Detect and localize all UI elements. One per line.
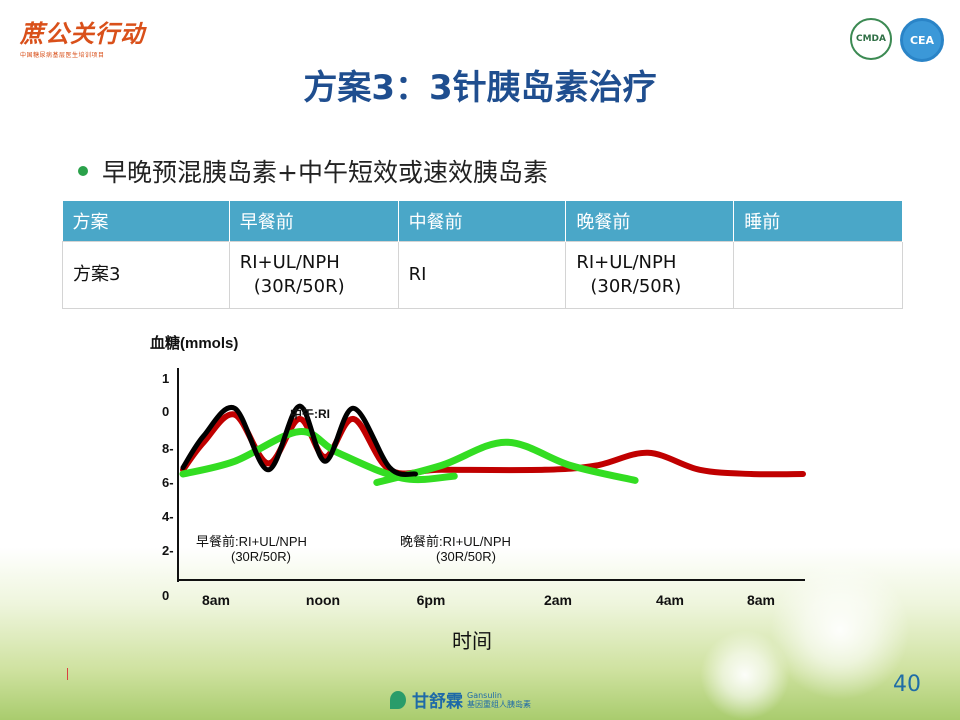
cell-breakfast: RI+UL/NPH (30R/50R) <box>228 241 399 309</box>
series-layer <box>179 403 806 486</box>
bullet-point: 早晚预混胰岛素+中午短效或速效胰岛素 <box>78 153 548 189</box>
footer-brand-subtitle: 基因重组人胰岛素 <box>467 699 531 709</box>
footer-brand-en: Gansulin 基因重组人胰岛素 <box>467 691 531 709</box>
cell-plan: 方案3 <box>62 241 230 309</box>
x-tick-label: 4am <box>656 592 684 608</box>
brand-logo: 蔗公关行动 中国糖尿病基层医生培训项目 <box>20 14 145 59</box>
bullet-text: 早晚预混胰岛素+中午短效或速效胰岛素 <box>102 158 548 187</box>
plan-table: 方案 早餐前 中餐前 晚餐前 睡前 方案3 RI+UL/NPH (30R/50R… <box>62 201 903 309</box>
brand-logo-subtitle: 中国糖尿病基层医生培训项目 <box>20 52 105 59</box>
header-lunch: 中餐前 <box>398 201 567 242</box>
chart-xlabel: 时间 <box>452 630 492 653</box>
x-tick-label: noon <box>306 592 340 608</box>
table-header-row: 方案 早餐前 中餐前 晚餐前 睡前 <box>62 201 903 242</box>
table-row: 方案3 RI+UL/NPH (30R/50R) RI RI+UL/NPH (30… <box>62 241 903 309</box>
y-tick-label: 0 <box>162 588 169 603</box>
chart-ylabel: 血糖(mmols) <box>150 334 238 352</box>
cell-breakfast-line1: RI+UL/NPH <box>239 252 340 273</box>
header-breakfast: 早餐前 <box>229 201 399 242</box>
annotation-dinner: 晚餐前:RI+UL/NPH <box>400 534 511 549</box>
y-tick-label: 8- <box>162 441 174 456</box>
dandelion-decoration <box>770 560 910 700</box>
cell-dinner-line2: (30R/50R) <box>590 276 682 297</box>
y-tick-label: 6- <box>162 475 174 490</box>
y-tick-label: 4- <box>162 509 174 524</box>
bullet-dot-icon <box>78 166 88 176</box>
annotation-dinner-dose: (30R/50R) <box>436 549 496 564</box>
cell-bedtime <box>733 241 903 309</box>
header-dinner: 晚餐前 <box>565 201 735 242</box>
footer-brand-en-name: Gansulin <box>467 690 502 700</box>
x-tick-label: 2am <box>544 592 572 608</box>
y-tick-label: 1 <box>162 371 169 386</box>
cell-dinner: RI+UL/NPH (30R/50R) <box>565 241 735 309</box>
header-bedtime: 睡前 <box>733 201 903 242</box>
footer-logo: 甘舒霖 Gansulin 基因重组人胰岛素 <box>390 687 531 712</box>
y-tick-label: 0 <box>162 404 169 419</box>
x-tick-label: 8am <box>202 592 230 608</box>
leaf-icon <box>390 690 406 709</box>
page-number: 40 <box>893 672 921 697</box>
dandelion-decoration <box>700 630 790 720</box>
cell-breakfast-line2: (30R/50R) <box>253 276 345 297</box>
annotation-breakfast: 早餐前:RI+UL/NPH <box>196 534 307 549</box>
slide-marker <box>67 668 68 680</box>
cea-badge: CEA <box>900 18 944 62</box>
series-line-basal-3 <box>373 438 639 486</box>
series-line-insulin-1 <box>180 403 418 478</box>
y-tick-label: 2- <box>162 543 174 558</box>
annotation-breakfast-dose: (30R/50R) <box>231 549 291 564</box>
annotation-lunch: 中午:RI <box>290 406 330 421</box>
x-tick-label: 6pm <box>417 592 446 608</box>
cmda-badge: CMDA <box>850 18 892 60</box>
header-plan: 方案 <box>62 201 230 242</box>
slide-title: 方案3：3针胰岛素治疗 <box>303 68 657 108</box>
cell-dinner-line1: RI+UL/NPH <box>576 252 677 273</box>
x-tick-label: 8am <box>747 592 775 608</box>
brand-logo-text: 蔗公关行动 <box>20 19 145 48</box>
footer-brand-cn: 甘舒霖 <box>412 692 463 712</box>
